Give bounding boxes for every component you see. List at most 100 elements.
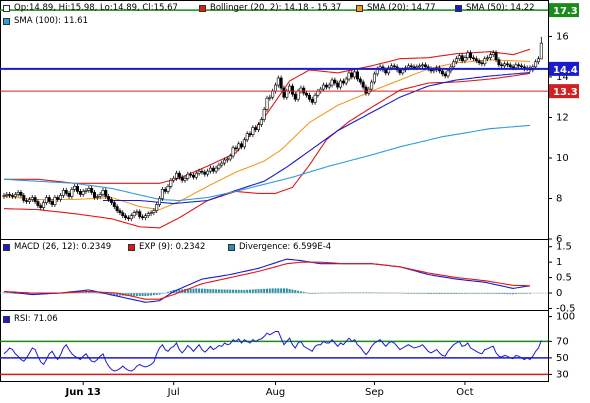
divergence-bar [483, 293, 486, 294]
legend-swatch-sma20 [356, 4, 363, 12]
macd-y-tick-label: -0.5 [556, 303, 576, 314]
divergence-bar [195, 288, 198, 294]
candle-body [539, 42, 543, 60]
level-tag-17-3 [549, 3, 579, 18]
candle-body [421, 64, 425, 67]
candle-body [217, 164, 221, 169]
candle-body [223, 159, 227, 164]
candle-body [511, 66, 515, 69]
divergence-bar [14, 293, 17, 294]
candle-body [398, 69, 402, 74]
candle-body [16, 192, 20, 195]
divergence-bar [135, 293, 138, 296]
candle-body [259, 119, 263, 125]
candle-body [245, 133, 249, 141]
legend-label-sma50: SMA (50): 14.22 [466, 3, 535, 13]
legend-sma20: SMA (20): 14.77 [356, 3, 436, 13]
divergence-bar [237, 289, 240, 294]
divergence-bar [424, 293, 427, 294]
candle-body [355, 71, 359, 80]
candle-body [406, 65, 410, 69]
price-y-tick-label: 14 [556, 72, 569, 83]
candle-body [107, 196, 111, 200]
candle-body [488, 54, 492, 59]
divergence-bar [220, 289, 223, 294]
candle-body [81, 191, 85, 195]
candle-body [228, 155, 232, 160]
candle-body [500, 64, 504, 67]
divergence-bar [200, 288, 203, 294]
ohlc-readout: Op:14.89, Hi:15.98, Lo:14.89, Cl:15.67 [3, 3, 178, 13]
candle-body [149, 212, 153, 214]
divergence-bar [413, 293, 416, 294]
divergence-bar [271, 288, 274, 294]
legend-bollinger: Bollinger (20, 2): 14.18 - 15.37 [199, 3, 341, 13]
divergence-bar [415, 293, 418, 294]
divergence-bar [107, 293, 110, 295]
candle-body [208, 167, 212, 172]
divergence-bar [489, 293, 492, 294]
divergence-bar [240, 289, 243, 294]
macd-y-tick-label: 0.5 [556, 273, 572, 284]
legend-swatch-rsi [3, 315, 10, 323]
candle-body [409, 65, 413, 68]
series-line-macd-26-12- [3, 258, 531, 303]
candle-body [56, 197, 60, 200]
divergence-bar [311, 292, 314, 294]
divergence-bar [249, 289, 252, 294]
candle-body [480, 62, 484, 65]
candle-body [95, 196, 99, 198]
level-tag-label: 17.3 [553, 6, 578, 17]
divergence-bar [206, 288, 209, 294]
candle-body [463, 57, 467, 62]
divergence-bar [152, 293, 155, 296]
legend-divergence: Divergence: 6.599E-4 [228, 242, 331, 252]
candle-body [344, 78, 348, 84]
divergence-bar [85, 291, 88, 294]
candle-body [372, 73, 376, 83]
divergence-bar [509, 293, 512, 295]
rsi-y-tick-label: 30 [556, 369, 569, 380]
ohlc-label: Op:14.89, Hi:15.98, Lo:14.89, Cl:15.67 [14, 3, 178, 13]
candle-body [460, 55, 464, 62]
divergence-bar [291, 289, 294, 294]
divergence-bar [150, 293, 153, 296]
divergence-bar [169, 290, 172, 294]
divergence-bar [274, 288, 277, 294]
divergence-bar [223, 289, 226, 294]
candle-body [141, 216, 145, 219]
candle-body [361, 81, 365, 88]
legend-label-exp: EXP (9): 0.2342 [139, 242, 206, 252]
legend-swatch-bollinger [199, 4, 206, 12]
divergence-bar [138, 293, 141, 296]
candle-body [240, 143, 244, 148]
divergence-bar [288, 288, 291, 294]
divergence-bar [268, 288, 271, 294]
level-tag-label: 14.4 [553, 65, 578, 76]
candle-body [92, 192, 96, 198]
divergence-bar [478, 293, 481, 294]
divergence-bar [251, 289, 254, 294]
candle-body [350, 72, 354, 78]
divergence-bar [189, 288, 192, 294]
candle-body [279, 77, 283, 89]
level-tag-14-4 [549, 61, 579, 76]
divergence-bar [215, 289, 218, 294]
legend-label-macd: MACD (26, 12): 0.2349 [14, 242, 112, 252]
candle-body [290, 85, 294, 95]
candle-body [296, 90, 300, 100]
x-tick-label: Jul [167, 387, 180, 398]
candle-body [121, 212, 125, 217]
divergence-bar [254, 289, 257, 294]
candle-body [98, 194, 102, 197]
candle-body [293, 93, 297, 100]
candle-body [457, 55, 461, 60]
divergence-bar [407, 293, 410, 294]
divergence-bar [523, 293, 526, 294]
candle-body [146, 213, 150, 217]
candle-body [446, 70, 450, 77]
divergence-bar [441, 293, 444, 294]
price-y-tick-label: 6 [556, 234, 562, 245]
